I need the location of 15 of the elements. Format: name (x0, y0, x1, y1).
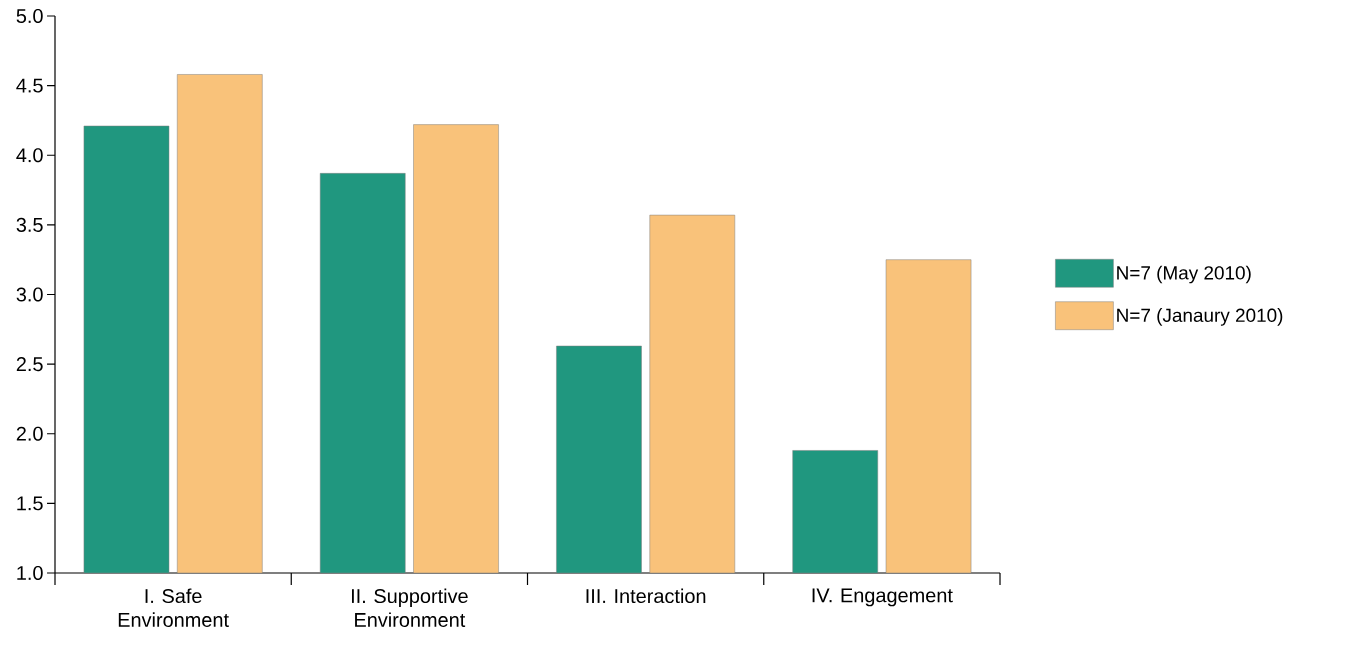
y-tick-label: 2.5 (16, 357, 43, 372)
legend-label: N=7 (Janaury 2010) (1117, 308, 1283, 326)
x-tick-label: II. Supportive Environment (351, 588, 468, 628)
y-tick-label: 4.0 (16, 148, 43, 163)
y-tick-label: 1.5 (17, 496, 43, 511)
y-tick-label: 2.0 (16, 426, 43, 441)
legend-label: N=7 (May 2010) (1117, 265, 1251, 284)
x-tick-label: I. Safe Environment (118, 588, 229, 627)
y-tick-label: 1.0 (17, 565, 43, 581)
x-tick-label: IV. Engagement (812, 588, 953, 607)
y-tick-label: 4.5 (16, 78, 43, 93)
y-tick-label: 3.5 (16, 217, 43, 232)
y-tick-label: 3.0 (16, 287, 43, 302)
x-tick-label: III. Interaction (586, 588, 706, 604)
y-tick-label: 5.0 (16, 8, 43, 24)
